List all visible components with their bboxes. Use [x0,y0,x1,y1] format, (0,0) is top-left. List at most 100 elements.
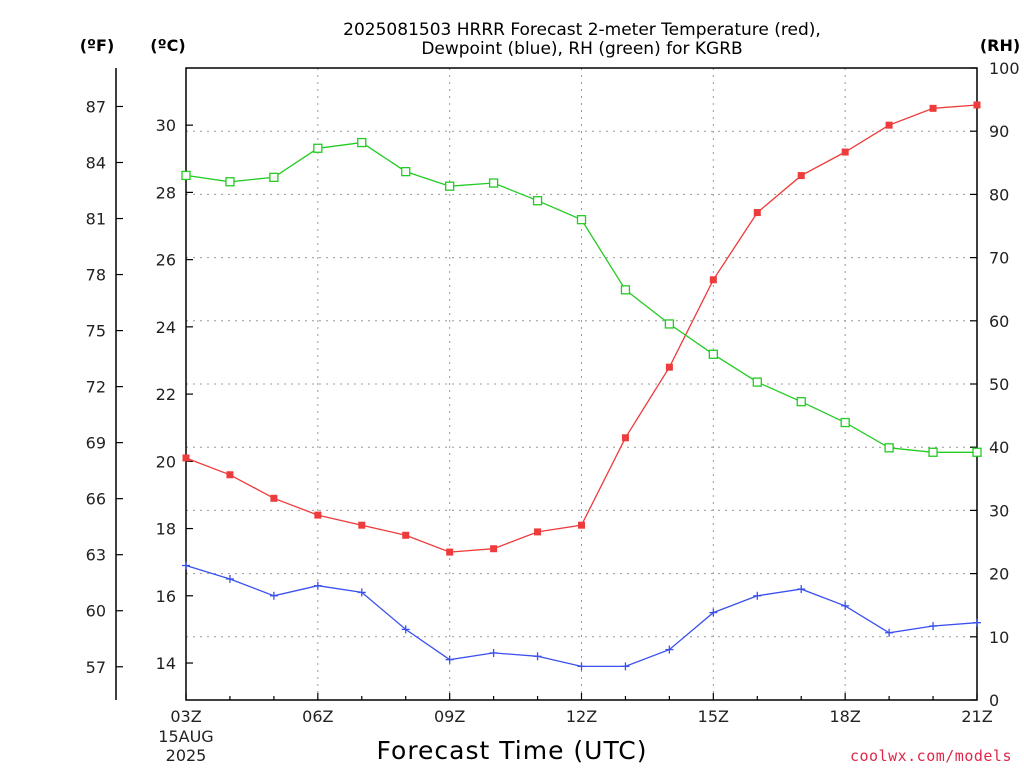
temperature-point [534,528,542,536]
data-series [181,101,982,671]
fahrenheit-tick-label: 63 [86,546,106,565]
x-year-label: 2025 [166,746,207,765]
celsius-tick-label: 28 [156,183,176,202]
x-tick-label: 15Z [698,707,729,726]
rh-point [708,349,718,359]
temperature-point [314,511,322,519]
celsius-tick-label: 20 [156,452,176,471]
temperature-point [709,276,717,284]
x-tick-label: 18Z [830,707,861,726]
temperature-point [402,531,410,539]
celsius-tick-label: 16 [156,587,176,606]
rh-point [181,170,191,181]
dewpoint-point [621,662,630,671]
rh-tick-label: 100 [989,59,1020,78]
rh-point [620,285,631,295]
dewpoint-point [577,662,586,671]
dewpoint-point [709,608,718,617]
dewpoint-point [269,591,278,600]
fahrenheit-tick-label: 57 [86,658,106,677]
credit-link[interactable]: coolwx.com/models [850,747,1012,765]
temperature-point [226,471,234,479]
grid-lines [186,68,977,700]
dewpoint-point [313,581,322,590]
x-tick-label: 06Z [302,707,333,726]
temperature-point [270,494,278,502]
rh-point [972,447,982,457]
temperature-point [358,521,366,529]
dewpoint-point [797,585,806,594]
rh-point [401,166,411,177]
fahrenheit-tick-label: 78 [86,266,106,285]
x-tick-label: 03Z [170,707,201,726]
rh-point [576,215,587,225]
dewpoint-point [401,625,410,634]
temperature-point [797,172,805,180]
fahrenheit-tick-label: 75 [86,322,106,341]
dewpoint-point [489,648,498,657]
rh-tick-label: 40 [989,438,1009,457]
rh-point [884,443,894,453]
dewpoint-point [533,652,542,661]
rh-tick-label: 0 [989,691,999,710]
temperature-point [446,548,454,556]
fahrenheit-tick-label: 84 [86,154,106,173]
dewpoint-point [841,601,850,610]
x-tick-label: 09Z [434,707,465,726]
temperature-point [841,148,849,156]
fahrenheit-tick-label: 87 [86,97,106,116]
temperature-point [753,209,761,217]
rh-point [313,143,323,153]
fahrenheit-tick-label: 60 [86,602,106,621]
dewpoint-point [929,622,938,631]
celsius-tick-label: 22 [156,385,176,404]
rh-point [840,417,850,428]
x-tick-label: 21Z [961,707,992,726]
fahrenheit-tick-label: 69 [86,434,106,453]
rh-tick-label: 60 [989,312,1009,331]
rh-point [928,447,938,457]
rh-unit-label: (RH) [980,36,1020,55]
rh-point [225,177,235,187]
rh-point [269,172,279,182]
fahrenheit-tick-label: 66 [86,490,106,509]
temperature-point [929,104,937,112]
dewpoint-point [885,628,894,637]
temperature-point [621,434,629,442]
rh-point [532,196,543,206]
dewpoint-point [225,574,234,583]
rh-tick-label: 70 [989,249,1009,268]
rh-point [488,178,499,188]
rh-tick-label: 20 [989,565,1009,584]
celsius-tick-label: 14 [156,654,176,673]
dewpoint-point [182,561,190,570]
x-tick-label: 12Z [566,707,597,726]
rh-tick-label: 90 [989,122,1009,141]
dewpoint-point [665,645,674,654]
rh-point [752,377,762,387]
temperature-point [665,363,673,371]
dewpoint-point [753,591,762,600]
rh-tick-label: 10 [989,628,1009,647]
celsius-unit-label: (ºC) [150,36,185,55]
celsius-tick-label: 18 [156,520,176,539]
temperature-point [578,521,585,529]
chart-title-line-2: Dewpoint (blue), RH (green) for KGRB [421,39,742,59]
celsius-tick-label: 24 [156,318,176,337]
rh-tick-label: 30 [989,501,1009,520]
rh-tick-label: 80 [989,185,1009,204]
dewpoint-point [973,618,981,627]
temperature-point [973,101,981,109]
rh-point [445,181,455,191]
fahrenheit-tick-label: 72 [86,378,106,397]
fahrenheit-unit-label: (ºF) [80,36,115,55]
x-axis-title: Forecast Time (UTC) [377,736,648,765]
dewpoint-point [357,588,366,597]
fahrenheit-tick-label: 81 [86,210,106,229]
x-date-label: 15AUG [158,727,213,746]
temperature-point [182,454,190,462]
rh-point [796,397,806,407]
chart-title-line-1: 2025081503 HRRR Forecast 2-meter Tempera… [343,20,821,40]
temperature-point [490,545,498,553]
